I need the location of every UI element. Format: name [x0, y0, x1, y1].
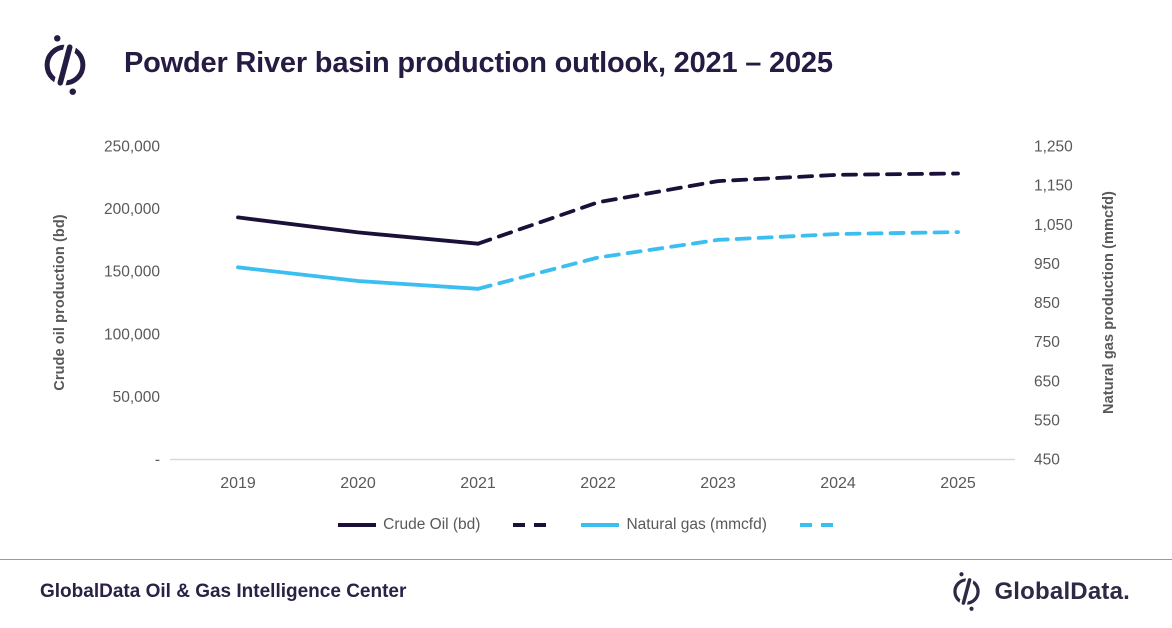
right-axis-tick: 650 [1034, 373, 1060, 390]
right-axis-title: Natural gas production (mmcfd) [1101, 191, 1117, 414]
globaldata-logo-icon [44, 35, 86, 95]
legend: Crude Oil (bd) Natural gas (mmcfd) [0, 510, 1172, 540]
legend-swatch-dashed [513, 523, 548, 527]
series-dashed-left [476, 171, 960, 246]
right-axis-tick: 1,050 [1034, 217, 1073, 234]
chart-title: Powder River basin production outlook, 2… [124, 47, 833, 79]
x-axis-tick: 2019 [220, 475, 256, 492]
line-chart: 250,000 200,000 150,000 100,000 50,000 - 1,250… [52, 139, 1117, 493]
legend-item: Crude Oil (bd) [337, 516, 480, 534]
right-axis-tick: 1,150 [1034, 178, 1073, 195]
right-axis-tick: 750 [1034, 334, 1060, 351]
series-solid-left [236, 215, 480, 246]
footer-brand-name: GlobalData. [994, 577, 1130, 605]
right-axis-tick: 950 [1034, 256, 1060, 273]
legend-item [799, 521, 835, 529]
left-axis-title: Crude oil production (bd) [52, 214, 68, 391]
left-axis-tick: 250,000 [104, 139, 160, 156]
left-axis-tick: 150,000 [104, 264, 160, 281]
footer-brand: GlobalData. [948, 571, 1130, 612]
right-axis-tick: 450 [1034, 452, 1060, 469]
x-axis-tick: 2021 [460, 475, 496, 492]
legend-label: Natural gas (mmcfd) [626, 516, 767, 533]
left-axis-tick: 50,000 [113, 389, 161, 406]
legend-swatch-dashed [799, 523, 834, 527]
left-axis-tick: 200,000 [104, 201, 160, 218]
series-dashed-right [476, 230, 960, 291]
x-axis-tick: 2020 [340, 475, 376, 492]
legend-label: Crude Oil (bd) [383, 516, 481, 533]
x-axis-tick: 2025 [940, 475, 976, 492]
series-solid-right [236, 265, 480, 291]
x-axis-tick: 2022 [580, 475, 616, 492]
legend-swatch-solid [581, 523, 620, 527]
legend-item [512, 521, 548, 529]
left-axis-tick: - [155, 452, 160, 469]
globaldata-logo-icon [953, 572, 981, 611]
footer-source-text: GlobalData Oil & Gas Intelligence Center [40, 581, 407, 602]
x-axis-tick: 2024 [820, 475, 856, 492]
legend-item: Natural gas (mmcfd) [580, 516, 767, 534]
left-axis-tick: 100,000 [104, 326, 160, 343]
x-axis-tick: 2023 [700, 475, 736, 492]
right-axis-tick: 550 [1034, 412, 1060, 429]
legend-swatch-solid [338, 523, 377, 527]
footer-divider [0, 559, 1172, 560]
right-axis-tick: 1,250 [1034, 139, 1073, 156]
right-axis-tick: 850 [1034, 295, 1060, 312]
